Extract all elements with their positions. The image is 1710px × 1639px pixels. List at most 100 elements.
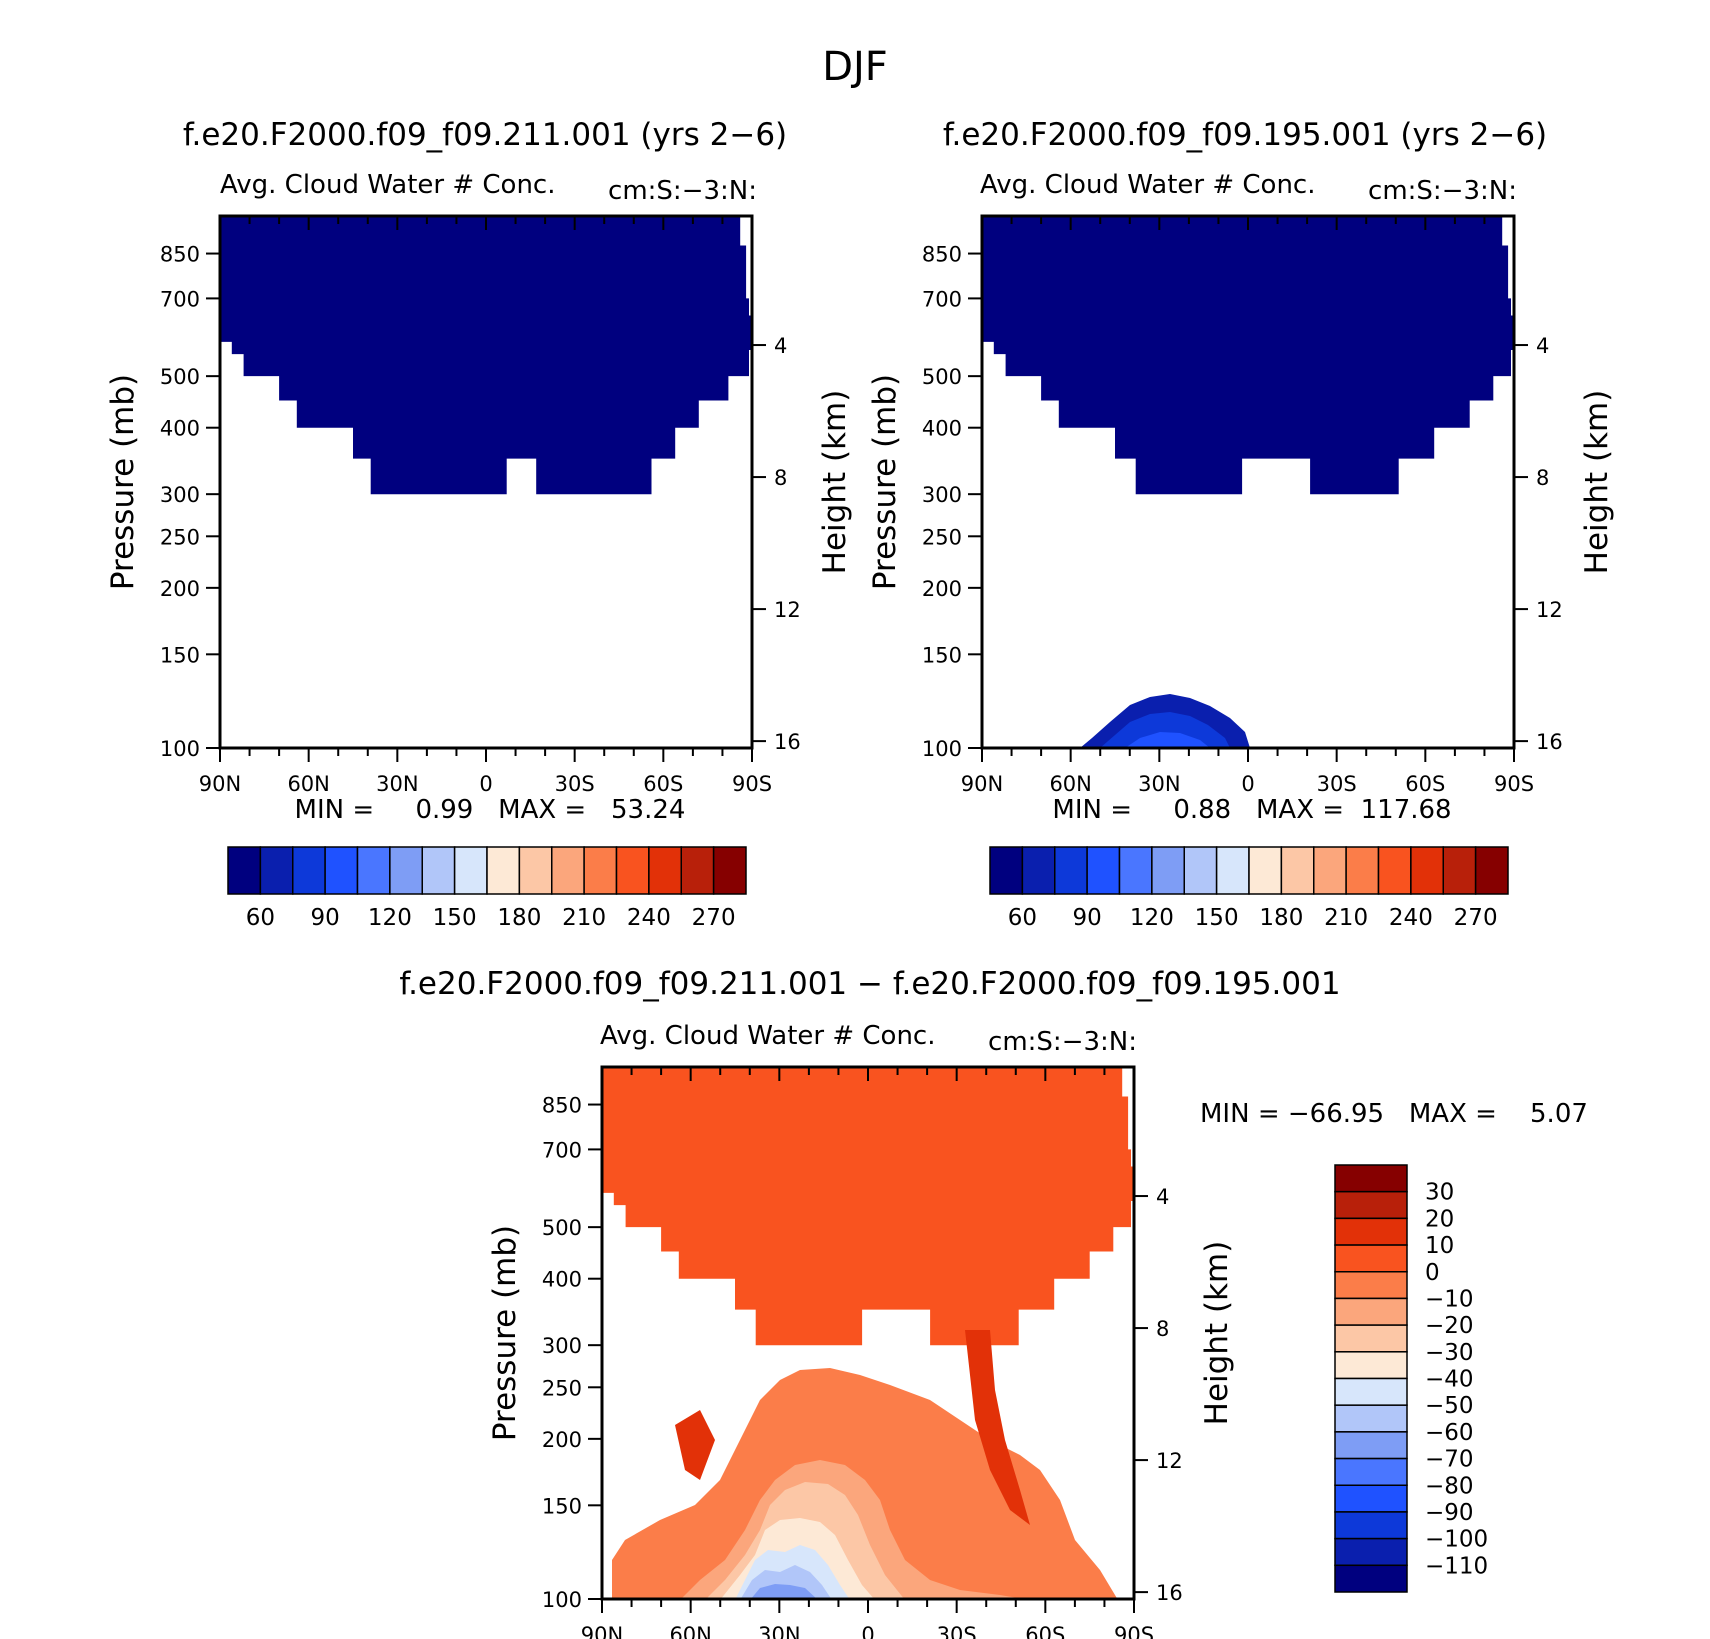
pressure-tick-label: 400 [160, 417, 200, 441]
panel-3-contour-neg60 [750, 1584, 818, 1600]
colorbar-box [1215, 846, 1250, 895]
pressure-tick-label: 300 [160, 483, 200, 507]
panel-1-colorbar: 60 90 120 150 180 210 240 270 [227, 846, 747, 931]
panel-3-subtitle: Avg. Cloud Water # Conc. [600, 1021, 936, 1051]
colorbar-box [259, 846, 294, 895]
colorbar-box [1345, 846, 1380, 895]
lat-tick-label: 30N [376, 772, 418, 796]
lat-tick-label: 30S [937, 1623, 977, 1639]
colorbar-box [1021, 846, 1056, 895]
colorbar-box [1151, 846, 1185, 895]
colorbar-label: 120 [368, 905, 412, 931]
colorbar-box [1334, 1537, 1408, 1567]
colorbar-box [1054, 846, 1088, 895]
height-tick-label: 16 [774, 730, 801, 754]
colorbar-label: 90 [310, 905, 339, 931]
lat-tick-label: 90N [581, 1623, 623, 1639]
colorbar-box [1280, 846, 1315, 895]
lat-tick-label: 0 [861, 1623, 874, 1639]
panel-3-ylabel: Pressure (mb) [487, 1225, 523, 1441]
colorbar-label: 20 [1425, 1206, 1454, 1232]
colorbar-box [1334, 1271, 1408, 1300]
colorbar-box [1334, 1564, 1408, 1593]
panel-2-minmax: MIN = 0.88 MAX = 117.68 [1052, 795, 1451, 825]
colorbar-label: −10 [1425, 1286, 1474, 1312]
pressure-tick-label: 850 [160, 243, 200, 267]
height-tick-label: 12 [774, 598, 801, 622]
colorbar-label: −90 [1425, 1500, 1474, 1526]
colorbar-box [1334, 1431, 1408, 1460]
colorbar-box [1334, 1511, 1408, 1540]
panel-3-local-max-left [675, 1410, 715, 1480]
pressure-tick-label: 300 [922, 483, 962, 507]
colorbar-label: 210 [562, 905, 606, 931]
height-tick-label: 4 [1536, 334, 1549, 358]
colorbar-box [292, 846, 326, 895]
colorbar-box [1334, 1351, 1408, 1380]
colorbar-label: 150 [1195, 905, 1239, 931]
panel-1-ylabel: Pressure (mb) [105, 374, 141, 590]
colorbar-box [1334, 1404, 1408, 1433]
panel-3-ticks: 100 150 200 250 300 400 500 700 850 4 8 12 16 90N 60N 3… [542, 1067, 1183, 1639]
lat-tick-label: 30S [555, 772, 595, 796]
colorbar-label: 270 [692, 905, 736, 931]
panel-2-subtitle: Avg. Cloud Water # Conc. [980, 170, 1316, 200]
colorbar-box [1474, 846, 1509, 895]
colorbar-box [989, 846, 1024, 895]
panel-1-title: f.e20.F2000.f09_f09.211.001 (yrs 2−6) [183, 117, 787, 153]
colorbar-box [1118, 846, 1153, 895]
colorbar-label: −20 [1425, 1313, 1474, 1339]
lat-tick-label: 90S [732, 772, 772, 796]
panel-2-title: f.e20.F2000.f09_f09.195.001 (yrs 2−6) [943, 117, 1547, 153]
pressure-tick-label: 100 [160, 737, 200, 761]
panel-2-ylabel: Pressure (mb) [867, 374, 903, 590]
pressure-tick-label: 700 [922, 287, 962, 311]
pressure-tick-label: 400 [922, 417, 962, 441]
panel-3-local-max [965, 1330, 1030, 1525]
colorbar-label: 180 [497, 905, 541, 931]
colorbar-label: 120 [1130, 905, 1174, 931]
panel-2-contour-150 [1125, 732, 1210, 748]
lat-tick-label: 60S [643, 772, 683, 796]
colorbar-box [1334, 1217, 1408, 1246]
pressure-tick-label: 150 [542, 1494, 582, 1518]
colorbar-label: −30 [1425, 1340, 1474, 1366]
panel-2-contour-120 [1100, 712, 1230, 748]
height-tick-label: 12 [1536, 598, 1563, 622]
height-tick-label: 16 [1156, 1581, 1183, 1605]
colorbar-box [1334, 1164, 1408, 1193]
height-tick-label: 4 [1156, 1185, 1169, 1209]
pressure-tick-label: 250 [542, 1376, 582, 1400]
pressure-tick-label: 500 [922, 365, 962, 389]
lat-tick-label: 30S [1317, 772, 1357, 796]
lat-tick-label: 60S [1405, 772, 1445, 796]
colorbar-box [648, 846, 682, 895]
height-tick-label: 16 [1536, 730, 1563, 754]
pressure-tick-label: 400 [542, 1268, 582, 1292]
pressure-tick-label: 300 [542, 1334, 582, 1358]
colorbar-label: 30 [1425, 1180, 1454, 1206]
height-tick-label: 8 [1536, 466, 1549, 490]
colorbar-box [1334, 1297, 1408, 1326]
pressure-tick-label: 200 [542, 1428, 582, 1452]
panel-2-ylabel-right: Height (km) [1579, 390, 1615, 575]
panel-1-plot: 100 150 200 250 300 400 500 700 850 4 8 12 16 90N 60N 3… [160, 214, 801, 796]
colorbar-label: −100 [1425, 1527, 1488, 1553]
panel-1-field [220, 216, 752, 495]
colorbar-label: 0 [1425, 1260, 1440, 1286]
panel-3-plot: 100 150 200 250 300 400 500 700 850 4 8 12 16 90N 60N 3… [542, 1065, 1183, 1639]
colorbar-box [486, 846, 521, 895]
colorbar-box [583, 846, 618, 895]
panel-1-minmax: MIN = 0.99 MAX = 53.24 [295, 795, 686, 825]
colorbar-box [1334, 1324, 1408, 1353]
panel-3-units: cm:S:−3:N: [988, 1027, 1137, 1057]
colorbar-label: −80 [1425, 1473, 1474, 1499]
colorbar-box [453, 846, 488, 895]
panel-1-ticks: 100 150 200 250 300 400 500 700 850 4 8 12 16 90N 60N 3… [160, 216, 801, 796]
panel-2-units: cm:S:−3:N: [1368, 176, 1517, 206]
pressure-tick-label: 850 [542, 1094, 582, 1118]
colorbar-box [518, 846, 553, 895]
panel-2: f.e20.F2000.f09_f09.195.001 (yrs 2−6) Av… [867, 117, 1615, 931]
lat-tick-label: 60N [1049, 772, 1091, 796]
